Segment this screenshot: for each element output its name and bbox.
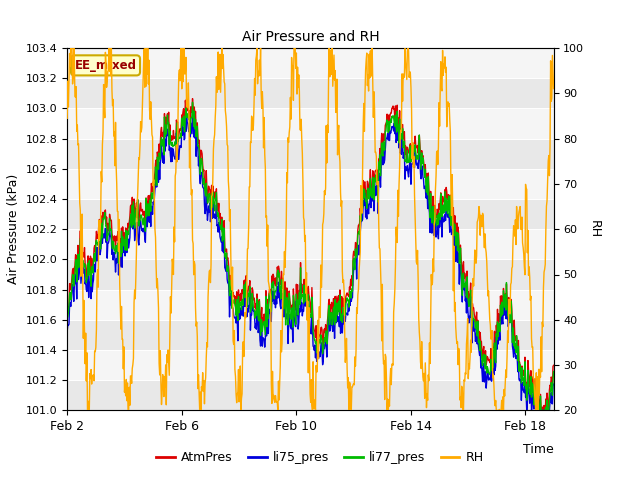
Bar xyxy=(67,108,554,139)
Y-axis label: RH: RH xyxy=(588,220,601,238)
Y-axis label: Air Pressure (kPa): Air Pressure (kPa) xyxy=(7,174,20,284)
Bar xyxy=(67,289,554,320)
Bar xyxy=(67,350,554,380)
Legend: AtmPres, li75_pres, li77_pres, RH: AtmPres, li75_pres, li77_pres, RH xyxy=(152,446,488,469)
Bar xyxy=(67,48,554,78)
Title: Air Pressure and RH: Air Pressure and RH xyxy=(241,30,380,44)
Bar xyxy=(67,229,554,259)
Text: Time: Time xyxy=(523,443,554,456)
Text: EE_mixed: EE_mixed xyxy=(74,59,136,72)
Bar xyxy=(67,169,554,199)
